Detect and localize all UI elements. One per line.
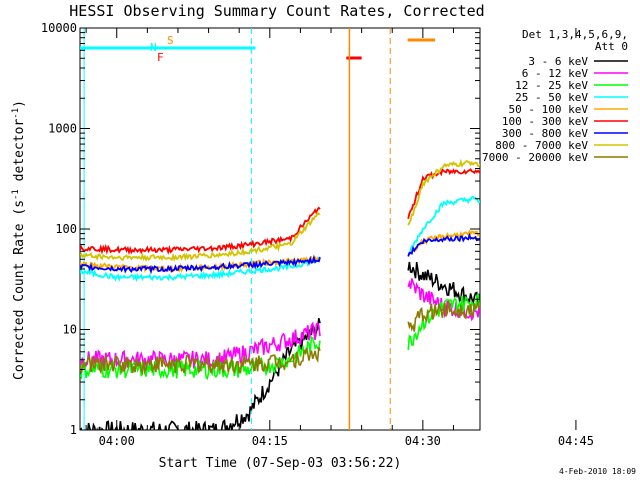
legend-label-7: 800 - 7000 keV [495,139,588,152]
axes: 11010010001000004:0004:1504:3004:4505:00… [41,21,594,448]
x-axis-label: Start Time (07-Sep-03 03:56:22) [159,456,402,471]
y-tick-label-4: 10000 [41,21,77,35]
x-tick-label-3: 04:45 [558,434,594,448]
series-line-8 [80,300,480,376]
saa-label: S [167,34,174,47]
legend-header-line2: Att 0 [595,40,628,53]
chart-title-group: HESSI Observing Summary Count Rates, Cor… [69,2,484,20]
marker-labels: N S F [150,34,174,64]
legend-label-8: 7000 - 20000 keV [482,151,588,164]
footer-date: 4-Feb-2010 18:09 [559,467,636,476]
legend-header-line1: Det 1,3,4,5,6,9, [522,28,628,41]
series-line-7 [80,158,480,262]
x-tick-label-2: 04:30 [405,434,441,448]
series-line-3 [80,195,480,283]
chart-title: HESSI Observing Summary Count Rates, Cor… [69,2,484,20]
night-label: N [150,41,157,54]
legend-label-5: 100 - 300 keV [502,115,588,128]
series-line-6 [80,232,480,275]
y-tick-label-0: 1 [70,423,77,437]
legend-label-2: 12 - 25 keV [515,79,588,92]
legend-label-3: 25 - 50 keV [515,91,588,104]
legend-label-6: 300 - 800 keV [502,127,588,140]
x-tick-label-0: 04:00 [99,434,135,448]
y-axis-label: Corrected Count Rate (s-1 detector-1) [11,100,27,380]
flare-label: F [157,51,164,64]
legend-label-1: 6 - 12 keV [522,67,589,80]
series-lines [80,158,480,430]
legend-label-4: 50 - 100 keV [509,103,589,116]
y-tick-label-3: 1000 [48,122,77,136]
series-line-5 [80,168,480,256]
legend-label-0: 3 - 6 keV [528,55,588,68]
x-tick-label-1: 04:15 [252,434,288,448]
y-tick-label-1: 10 [63,323,77,337]
y-tick-label-2: 100 [55,222,77,236]
